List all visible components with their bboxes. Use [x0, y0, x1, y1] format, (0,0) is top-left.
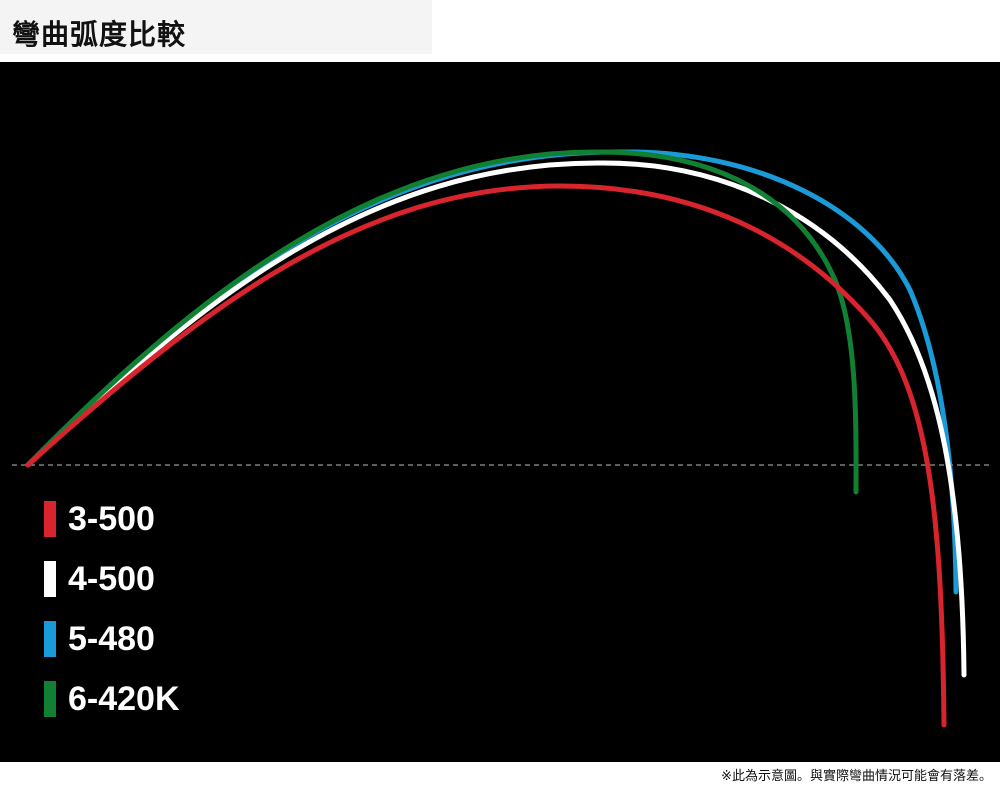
- footnote: ※此為示意圖。與實際彎曲情況可能會有落差。: [721, 769, 992, 784]
- legend-swatch: [44, 561, 56, 597]
- legend-label: 3-500: [68, 500, 155, 538]
- legend-swatch: [44, 681, 56, 717]
- curve-4-500: [25, 160, 967, 678]
- legend-label: 6-420K: [68, 680, 180, 718]
- curve-5-480: [25, 149, 959, 595]
- legend-swatch: [44, 501, 56, 537]
- page-title: 彎曲弧度比較: [12, 18, 187, 51]
- title-bar: 彎曲弧度比較: [0, 0, 432, 54]
- curve-6-420k: [25, 149, 859, 495]
- curve-3-500: [25, 183, 947, 728]
- legend-label: 4-500: [68, 560, 155, 598]
- legend-swatch: [44, 621, 56, 657]
- diagram-panel: [0, 62, 1000, 762]
- legend-label: 5-480: [68, 620, 155, 658]
